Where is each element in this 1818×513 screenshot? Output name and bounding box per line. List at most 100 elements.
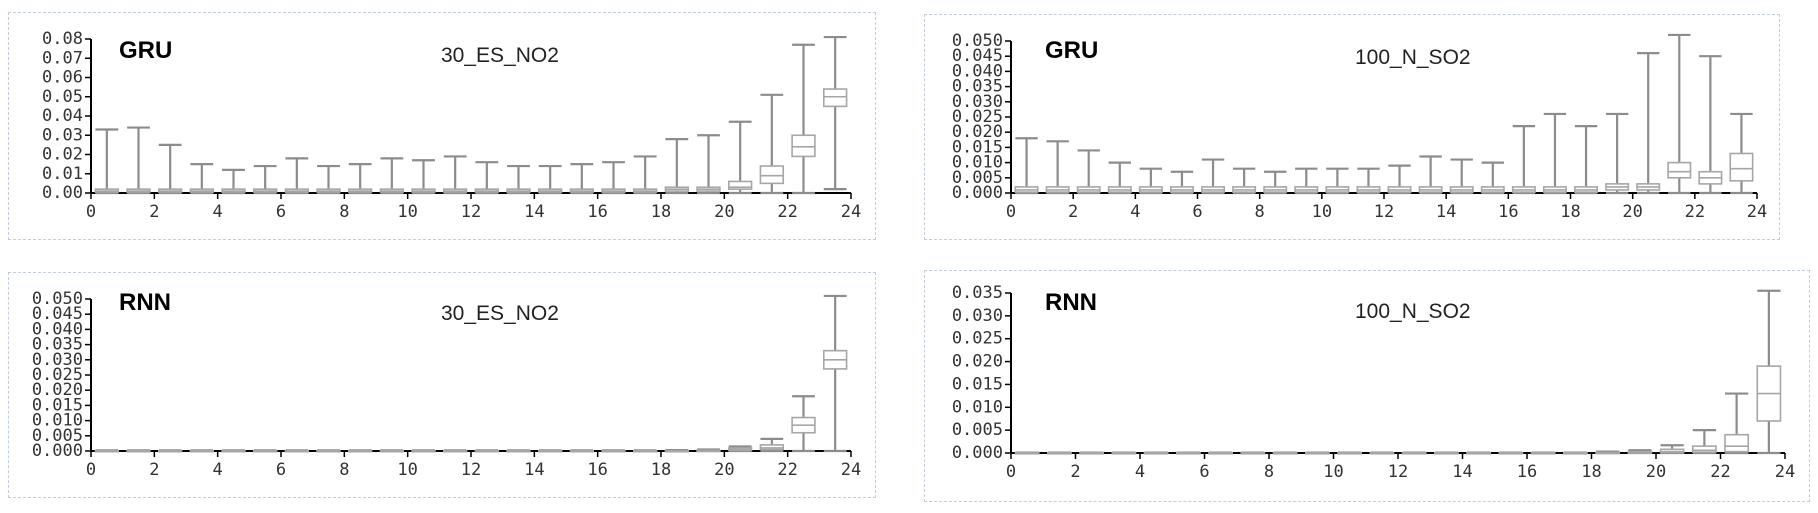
box-plot-1 [1046, 451, 1072, 455]
box-plot-2 [1079, 451, 1105, 455]
box-plot-23 [822, 35, 848, 191]
x-tick-label: 20 [1646, 462, 1666, 482]
x-tick-label: 0 [86, 460, 96, 480]
box-plot-7 [1232, 167, 1257, 195]
box-plot-23 [1756, 289, 1782, 455]
box-plot-16 [1530, 451, 1556, 455]
y-tick-label: 0.07 [42, 48, 83, 68]
y-tick-label: 0.025 [952, 329, 1003, 349]
y-tick-label: 0.010 [952, 397, 1003, 417]
y-tick-label: 0.020 [952, 122, 1003, 142]
x-tick-label: 0 [86, 202, 96, 222]
box-plot-13 [506, 449, 531, 453]
box-plot-0 [1014, 137, 1039, 195]
box-plot-3 [1111, 451, 1137, 455]
box-plot-12 [1387, 164, 1412, 195]
box-plot-9 [379, 449, 405, 453]
x-tick-label: 2 [1068, 202, 1078, 222]
box-plot-5 [1175, 451, 1201, 455]
box-plot-8 [1272, 451, 1298, 455]
box-plot-7 [316, 164, 341, 195]
y-tick-label: 0.020 [952, 352, 1003, 372]
x-tick-label: 16 [587, 202, 607, 222]
box-plot-17 [1542, 112, 1567, 195]
y-tick-label: 0.040 [952, 61, 1003, 81]
box [791, 134, 816, 158]
box-plot-19 [696, 134, 721, 195]
x-tick-label: 8 [1255, 202, 1265, 222]
x-tick-label: 22 [1710, 462, 1730, 482]
box-plot-18 [1574, 125, 1599, 195]
box-plot-10 [411, 449, 436, 453]
y-tick-label: 0.035 [952, 283, 1003, 303]
y-tick-label: 0.035 [32, 335, 83, 355]
y-tick-label: 0.02 [42, 145, 83, 165]
y-tick-label: 0.015 [952, 374, 1003, 394]
x-tick-label: 12 [461, 202, 481, 222]
y-tick-label: 0.00 [42, 183, 83, 203]
y-tick-label: 0.000 [952, 443, 1003, 463]
x-tick-label: 8 [339, 460, 349, 480]
box-plot-18 [664, 137, 690, 195]
x-tick-label: 24 [1747, 202, 1767, 222]
x-tick-label: 14 [1452, 462, 1472, 482]
box-plot-10 [411, 159, 436, 195]
y-tick-label: 0.005 [952, 420, 1003, 440]
x-tick-label: 4 [1130, 202, 1140, 222]
box-plot-15 [569, 449, 595, 453]
y-tick-label: 0.040 [32, 319, 83, 339]
box-plot-5 [252, 449, 278, 453]
box-plot-23 [822, 294, 848, 453]
x-tick-label: 12 [1388, 462, 1408, 482]
box-plot-5 [252, 164, 278, 195]
y-tick-label: 0.005 [32, 426, 83, 446]
x-tick-label: 8 [1264, 462, 1274, 482]
box-plot-13 [506, 164, 531, 195]
box-plot-6 [284, 449, 310, 453]
box-plot-17 [1562, 451, 1588, 455]
box-plot-11 [442, 155, 468, 195]
box-plot-1 [126, 126, 151, 195]
x-tick-label: 0 [1006, 202, 1016, 222]
x-tick-label: 6 [276, 460, 286, 480]
x-tick-label: 12 [1374, 202, 1394, 222]
x-tick-label: 10 [397, 202, 417, 222]
x-tick-label: 18 [1560, 202, 1580, 222]
box-plot-21 [759, 93, 785, 195]
box [1667, 161, 1692, 179]
model-label: RNN [1045, 289, 1097, 316]
box-plot-0 [94, 128, 120, 195]
x-tick-label: 20 [714, 202, 734, 222]
x-tick-label: 14 [524, 460, 544, 480]
x-tick-label: 20 [1622, 202, 1642, 222]
x-tick-label: 10 [1323, 462, 1343, 482]
chart-title: 100_N_SO2 [1355, 300, 1471, 323]
x-tick-label: 2 [149, 460, 159, 480]
box-plot-2 [157, 143, 183, 195]
box-plot-14 [537, 164, 563, 195]
box-plot-9 [379, 157, 405, 195]
x-tick-label: 18 [1581, 462, 1601, 482]
y-tick-label: 0.025 [32, 365, 83, 385]
box-plot-6 [1208, 451, 1234, 455]
x-tick-label: 18 [651, 460, 671, 480]
chart-panel-rnn-30-es-no2: 0.000 0.005 0.010 0.015 0.020 0.025 0.030 0.035… [8, 272, 876, 498]
x-tick-label: 12 [461, 460, 481, 480]
x-tick-label: 24 [841, 202, 861, 222]
chart-title: 30_ES_NO2 [441, 302, 559, 325]
chart-panel-rnn-100-n-so2: 0.000 0.005 0.010 0.015 0.020 0.025 0.030 0.035… [924, 270, 1810, 502]
x-tick-label: 20 [714, 460, 734, 480]
box-plot-12 [1401, 451, 1427, 455]
box-plot-13 [1433, 451, 1459, 455]
x-tick-label: 8 [339, 202, 349, 222]
y-tick-label: 0.020 [32, 380, 83, 400]
box-plot-2 [1076, 149, 1101, 195]
box-plot-21 [759, 437, 785, 453]
y-tick-label: 0.010 [32, 411, 83, 431]
box-plot-8 [1263, 170, 1288, 195]
x-tick-label: 4 [1135, 462, 1145, 482]
y-tick-label: 0.05 [42, 87, 83, 107]
y-tick-label: 0.08 [42, 29, 83, 49]
box [822, 88, 848, 108]
